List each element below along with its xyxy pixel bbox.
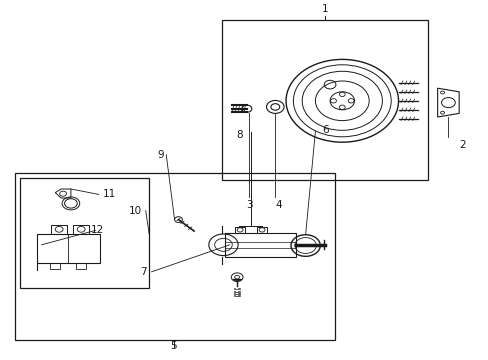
Bar (256, 227, 267, 233)
Bar (76, 263, 85, 269)
Bar (234, 227, 245, 233)
Bar (73, 225, 89, 234)
Bar (51, 225, 67, 234)
Bar (20, 178, 149, 288)
Text: 10: 10 (128, 206, 142, 216)
Text: 8: 8 (236, 130, 243, 140)
Text: 1: 1 (321, 4, 328, 14)
Text: 4: 4 (275, 200, 282, 210)
Text: 2: 2 (459, 140, 466, 150)
Bar (37, 234, 100, 263)
Text: 3: 3 (245, 200, 252, 210)
Bar (222, 20, 427, 180)
Text: 12: 12 (90, 225, 103, 235)
Text: 11: 11 (102, 189, 116, 199)
Text: 5: 5 (170, 341, 177, 351)
Text: 6: 6 (322, 125, 329, 135)
Bar (50, 263, 60, 269)
Bar (15, 173, 334, 340)
Text: 7: 7 (140, 267, 146, 277)
Text: 9: 9 (157, 150, 163, 160)
Bar (224, 233, 295, 257)
